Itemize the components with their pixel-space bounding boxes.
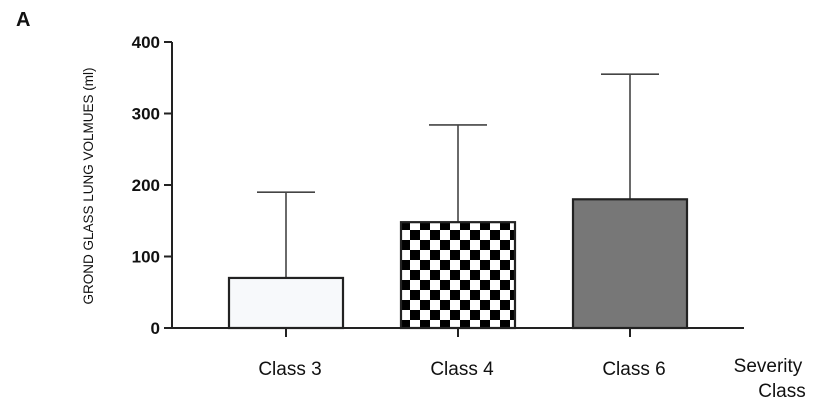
bar-class-3 — [227, 276, 345, 330]
y-tick-label: 200 — [132, 176, 160, 195]
y-tick-label: 400 — [132, 33, 160, 52]
y-tick-label: 100 — [132, 248, 160, 267]
y-axis-label: GROND GLASS LUNG VOLMUES (ml) — [81, 67, 96, 304]
category-label: Class 4 — [430, 359, 494, 380]
category-label: Class 3 — [258, 359, 321, 380]
category-label: Class 6 — [602, 359, 665, 380]
bar-class-4 — [399, 221, 517, 330]
y-tick-label: 300 — [132, 105, 160, 124]
x-axis-label-line-2: Class — [758, 381, 806, 402]
panel-label: A — [16, 9, 30, 31]
y-tick-label: 0 — [151, 319, 160, 338]
x-axis-label-line-1: Severity — [734, 356, 803, 377]
bar-class-6 — [571, 198, 689, 330]
plot-area: 0 100 200 300 400 Class 3 Class 4 Class 6 — [132, 33, 744, 380]
